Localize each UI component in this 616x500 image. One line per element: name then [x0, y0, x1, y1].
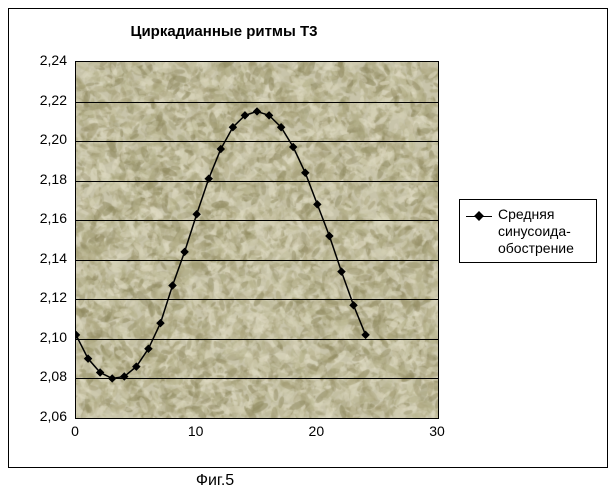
legend: Средняя синусоида-обострение	[459, 199, 597, 263]
diamond-marker-icon	[204, 174, 212, 182]
y-tick-label: 2,20	[17, 131, 67, 147]
legend-item: Средняя синусоида-обострение	[466, 206, 590, 256]
y-tick-label: 2,08	[17, 368, 67, 384]
y-tick-label: 2,22	[17, 92, 67, 108]
y-tick-label: 2,12	[17, 289, 67, 305]
x-tick-label: 30	[422, 423, 452, 439]
y-tick-label: 2,10	[17, 329, 67, 345]
diamond-marker-icon	[253, 107, 261, 115]
diamond-marker-icon	[313, 200, 321, 208]
y-tick-label: 2,24	[17, 52, 67, 68]
diamond-marker-icon	[301, 169, 309, 177]
diamond-marker-icon	[289, 143, 297, 151]
diamond-marker-icon	[180, 248, 188, 256]
legend-swatch	[466, 209, 492, 223]
x-tick-label: 10	[181, 423, 211, 439]
data-series	[76, 62, 438, 418]
diamond-marker-icon	[325, 232, 333, 240]
y-tick-label: 2,16	[17, 210, 67, 226]
plot-area	[75, 61, 439, 419]
diamond-marker-icon	[217, 145, 225, 153]
y-tick-label: 2,18	[17, 171, 67, 187]
y-tick-label: 2,14	[17, 250, 67, 266]
diamond-marker-icon	[144, 345, 152, 353]
diamond-marker-icon	[168, 281, 176, 289]
chart-title: Циркадианные ритмы Т3	[9, 23, 439, 40]
diamond-marker-icon	[156, 319, 164, 327]
diamond-marker-icon	[192, 210, 200, 218]
x-tick-label: 0	[60, 423, 90, 439]
x-tick-label: 20	[301, 423, 331, 439]
y-tick-label: 2,06	[17, 408, 67, 424]
legend-label: Средняя синусоида-обострение	[498, 206, 590, 256]
chart-frame: Циркадианные ритмы Т3 2,06 2,08 2,10 2,12 2,…	[8, 8, 608, 468]
diamond-marker-icon	[474, 211, 484, 221]
diamond-marker-icon	[361, 331, 369, 339]
diamond-marker-icon	[337, 267, 345, 275]
diamond-marker-icon	[108, 374, 116, 382]
figure-caption: Фиг.5	[0, 472, 430, 490]
diamond-marker-icon	[349, 301, 357, 309]
